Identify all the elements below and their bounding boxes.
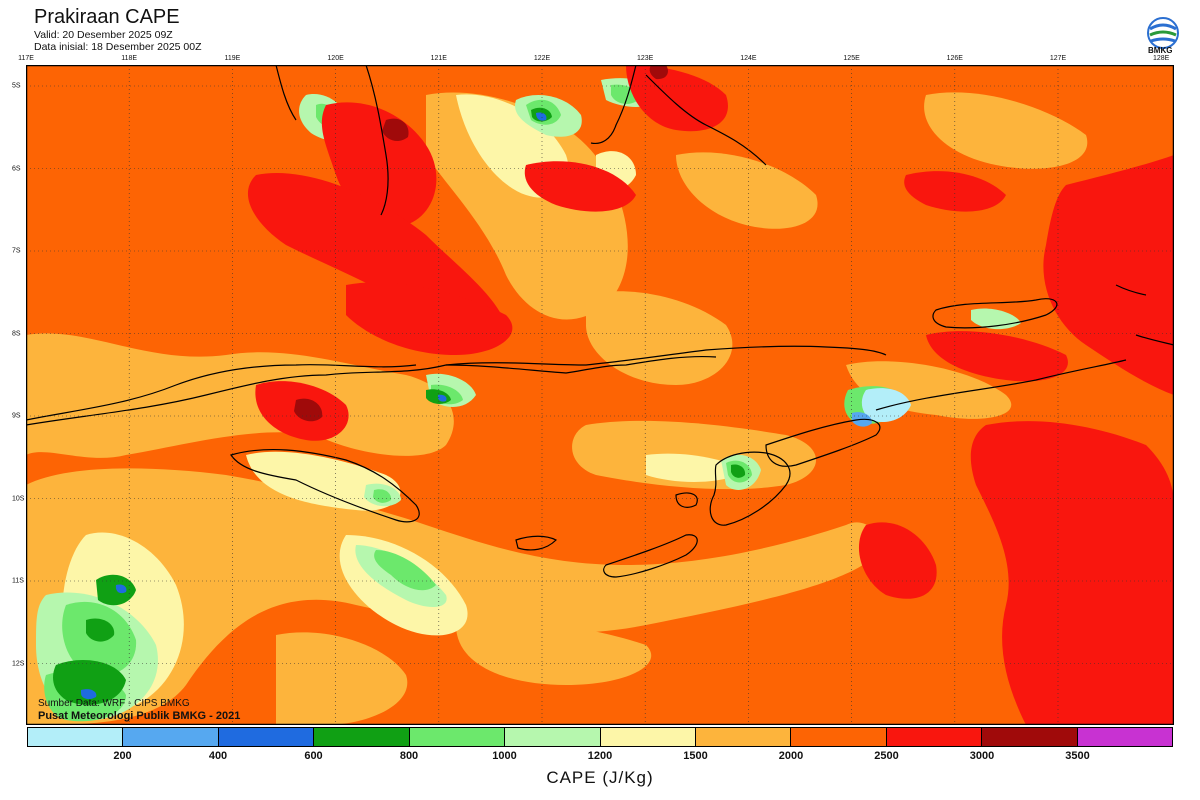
agency-credit: Pusat Meteorologi Publik BMKG - 2021: [38, 710, 241, 722]
colorbar-tick-label: 3000: [969, 750, 995, 762]
bmkg-logo-icon: [1147, 17, 1179, 49]
init-time: Data inisial: 18 Desember 2025 00Z: [34, 41, 202, 53]
longitude-label: 120E: [327, 55, 344, 62]
longitude-label: 127E: [1049, 55, 1067, 62]
data-source: Sumber Data: WRF - CIPS BMKG: [38, 698, 190, 709]
colorbar-tick-label: 2500: [874, 750, 899, 762]
colorbar-tick-label: 2000: [778, 750, 804, 762]
coastlines: [26, 65, 1174, 578]
colorbar-swatch: [314, 728, 410, 746]
colorbar-swatch: [600, 728, 696, 746]
longitude-label: 118E: [121, 55, 138, 62]
colorbar: [27, 727, 1173, 747]
colorbar-tick-label: 1500: [683, 750, 708, 762]
lat-lon-grid: [26, 65, 1174, 725]
colorbar-tick-label: 400: [208, 750, 228, 762]
latitude-label: 10S: [12, 495, 25, 502]
colorbar-swatch: [505, 728, 601, 746]
colorbar-title: CAPE (J/Kg): [546, 768, 654, 787]
latitude-label: 7S: [12, 247, 21, 255]
longitude-label: 121E: [430, 55, 447, 62]
cyan-cape-core: [861, 388, 911, 423]
colorbar-swatch: [695, 728, 792, 746]
colorbar-swatch: [886, 728, 983, 746]
blue-cape-cores: [81, 112, 547, 700]
longitude-label: 124E: [740, 55, 757, 62]
latitude-label: 5S: [12, 82, 21, 90]
latitude-label: 6S: [12, 165, 21, 172]
valid-time: Valid: 20 Desember 2025 09Z: [34, 29, 173, 41]
colorbar-swatch: [123, 728, 219, 746]
longitude-label: 122E: [533, 55, 551, 62]
latitude-label: 11S: [12, 577, 24, 585]
colorbar-tick-label: 200: [113, 750, 132, 762]
longitude-label: 128E: [1153, 55, 1170, 62]
colorbar-swatch: [1077, 728, 1173, 746]
longitude-label: 126E: [946, 55, 963, 62]
high-cape-zones: [247, 65, 1174, 725]
map-frame: [26, 65, 1174, 725]
latitude-label: 12S: [12, 660, 25, 667]
latitude-label: 8S: [12, 330, 21, 337]
colorbar-tick-label: 3500: [1065, 750, 1090, 762]
colorbar-swatch: [409, 728, 506, 746]
colorbar-tick-label: 600: [304, 750, 323, 762]
latitude-label: 9S: [12, 412, 21, 420]
colorbar-swatch: [28, 728, 124, 746]
longitude-label: 117E: [18, 55, 34, 62]
cape-map: [26, 65, 1174, 725]
map-title: Prakiraan CAPE: [34, 6, 180, 28]
longitude-label: 125E: [843, 55, 860, 62]
very-high-cape-cores: [294, 65, 668, 422]
colorbar-tick-label: 1200: [587, 750, 613, 762]
colorbar-swatch: [791, 728, 887, 746]
colorbar-swatch: [218, 728, 315, 746]
colorbar-tick-label: 1000: [492, 750, 517, 762]
colorbar-tick-label: 800: [399, 750, 419, 762]
longitude-label: 119E: [224, 55, 241, 62]
colorbar-swatch: [982, 728, 1078, 746]
longitude-label: 123E: [637, 55, 654, 62]
logo-label: BMKG: [1148, 46, 1173, 55]
